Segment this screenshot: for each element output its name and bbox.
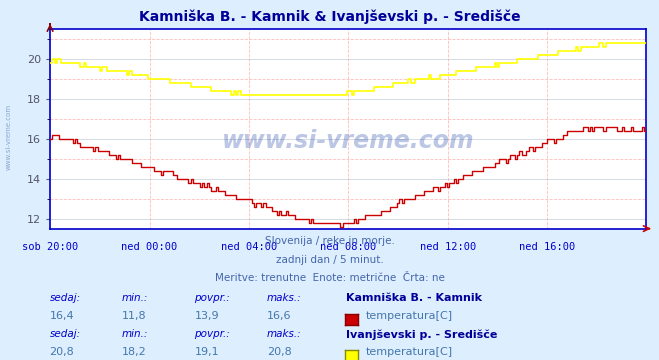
Text: Kamniška B. - Kamnik: Kamniška B. - Kamnik bbox=[346, 293, 482, 303]
Text: maks.:: maks.: bbox=[267, 293, 302, 303]
Text: 13,9: 13,9 bbox=[194, 311, 219, 321]
Text: temperatura[C]: temperatura[C] bbox=[366, 347, 453, 357]
Text: povpr.:: povpr.: bbox=[194, 293, 230, 303]
Text: min.:: min.: bbox=[122, 329, 148, 339]
Text: 18,2: 18,2 bbox=[122, 347, 147, 357]
Text: sob 20:00: sob 20:00 bbox=[22, 242, 78, 252]
Text: 19,1: 19,1 bbox=[194, 347, 219, 357]
Text: www.si-vreme.com: www.si-vreme.com bbox=[5, 104, 11, 170]
Text: ned 04:00: ned 04:00 bbox=[221, 242, 277, 252]
Text: 20,8: 20,8 bbox=[267, 347, 292, 357]
Text: 16,4: 16,4 bbox=[49, 311, 74, 321]
Text: ned 00:00: ned 00:00 bbox=[121, 242, 178, 252]
Text: www.si-vreme.com: www.si-vreme.com bbox=[222, 129, 474, 153]
Text: 20,8: 20,8 bbox=[49, 347, 74, 357]
Text: 16,6: 16,6 bbox=[267, 311, 291, 321]
Text: Ivanjševski p. - Središče: Ivanjševski p. - Središče bbox=[346, 329, 498, 340]
Text: povpr.:: povpr.: bbox=[194, 329, 230, 339]
Text: temperatura[C]: temperatura[C] bbox=[366, 311, 453, 321]
Text: Slovenija / reke in morje.: Slovenija / reke in morje. bbox=[264, 236, 395, 246]
Text: sedaj:: sedaj: bbox=[49, 329, 80, 339]
Text: min.:: min.: bbox=[122, 293, 148, 303]
Text: Meritve: trenutne  Enote: metrične  Črta: ne: Meritve: trenutne Enote: metrične Črta: … bbox=[215, 273, 444, 283]
Text: zadnji dan / 5 minut.: zadnji dan / 5 minut. bbox=[275, 255, 384, 265]
Text: ned 08:00: ned 08:00 bbox=[320, 242, 376, 252]
Text: maks.:: maks.: bbox=[267, 329, 302, 339]
Text: 11,8: 11,8 bbox=[122, 311, 146, 321]
Text: ned 12:00: ned 12:00 bbox=[420, 242, 476, 252]
Text: sedaj:: sedaj: bbox=[49, 293, 80, 303]
Text: Kamniška B. - Kamnik & Ivanjševski p. - Središče: Kamniška B. - Kamnik & Ivanjševski p. - … bbox=[138, 9, 521, 23]
Text: ned 16:00: ned 16:00 bbox=[519, 242, 575, 252]
